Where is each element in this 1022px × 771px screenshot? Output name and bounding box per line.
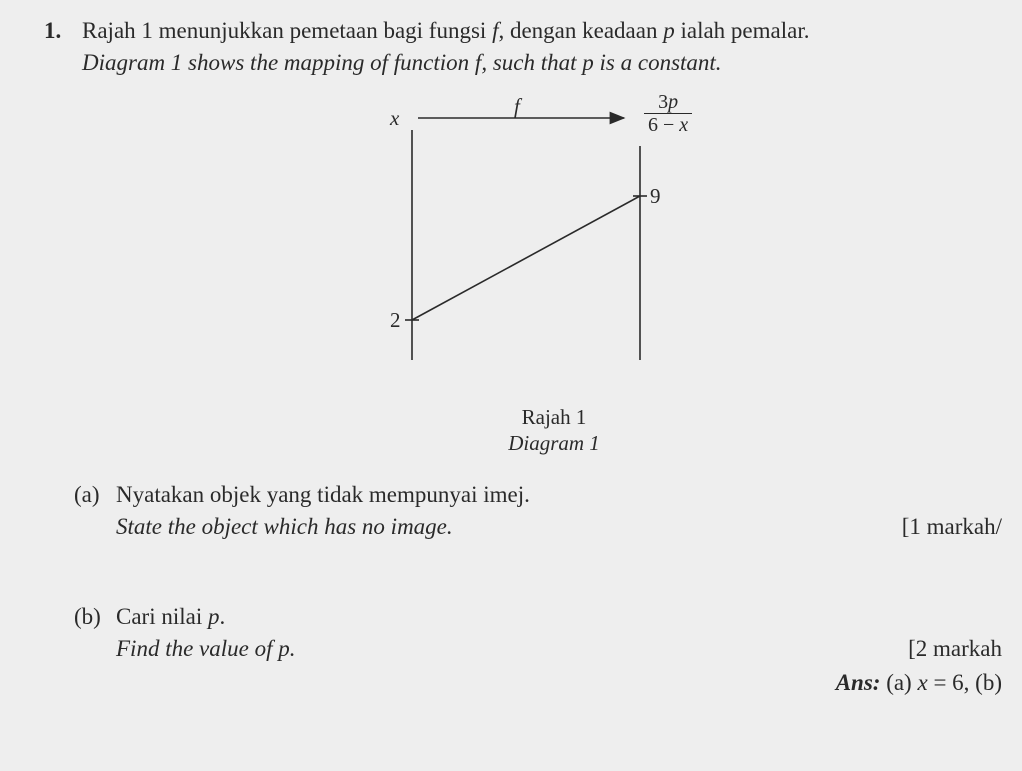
text-segment: Find the value of (116, 636, 278, 661)
diagram-svg (344, 100, 764, 400)
text-segment: . (290, 636, 296, 661)
var-p: p (208, 604, 220, 629)
var-x: x (679, 114, 688, 136)
question-number: 1. (44, 18, 61, 44)
part-a-text-ms: Nyatakan objek yang tidak mempunyai imej… (116, 482, 530, 508)
text-segment: , such that (481, 50, 582, 75)
part-a-text-en: State the object which has no image. (116, 514, 453, 540)
answer-a-eq: = (928, 670, 952, 695)
diagram-caption: Rajah 1 Diagram 1 (344, 404, 764, 457)
op-minus: − (663, 114, 674, 136)
answer-b: , (b) (964, 670, 1002, 695)
label-codomain-expr: 3p 6 − x (644, 92, 692, 135)
var-p: p (278, 636, 290, 661)
answer-line: Ans: (a) x = 6, (b) (836, 670, 1002, 696)
exam-page: 1. Rajah 1 menunjukkan pemetaan bagi fun… (0, 0, 1022, 771)
part-b-label: (b) (74, 604, 101, 630)
fraction-denominator: 6 − x (644, 114, 692, 135)
part-b-marks: [2 markah (908, 636, 1002, 662)
var-p: p (582, 50, 594, 75)
caption-en: Diagram 1 (344, 430, 764, 456)
text-segment: . (219, 604, 225, 629)
label-object-value: 2 (390, 308, 401, 333)
part-b-text-ms: Cari nilai p. (116, 604, 225, 630)
part-a-marks: [1 markah/ (902, 514, 1002, 540)
answer-a-var: x (917, 670, 927, 695)
part-b-text-en: Find the value of p. (116, 636, 296, 662)
coef: 3 (658, 91, 668, 113)
question-text-ms: Rajah 1 menunjukkan pemetaan bagi fungsi… (82, 18, 809, 44)
text-segment: Rajah 1 menunjukkan pemetaan bagi fungsi (82, 18, 492, 43)
label-x: x (390, 106, 399, 131)
text-segment: , dengan keadaan (498, 18, 663, 43)
text-segment: Diagram 1 shows the mapping of function (82, 50, 475, 75)
fraction-numerator: 3p (644, 92, 692, 114)
label-f: f (514, 94, 520, 119)
part-a-label: (a) (74, 482, 100, 508)
label-image-value: 9 (650, 184, 661, 209)
answer-label: Ans: (836, 670, 881, 695)
const: 6 (648, 114, 658, 136)
mapping-diagram: x f 3p 6 − x 2 9 (344, 100, 764, 400)
answer-a-val: 6 (952, 670, 964, 695)
text-segment: is a constant. (594, 50, 722, 75)
text-segment: Cari nilai (116, 604, 208, 629)
var-p: p (663, 18, 675, 43)
fraction: 3p 6 − x (644, 92, 692, 135)
caption-ms: Rajah 1 (344, 404, 764, 430)
text-segment: ialah pemalar. (675, 18, 810, 43)
answer-a-pre: (a) (880, 670, 917, 695)
var-p: p (668, 91, 678, 113)
question-text-en: Diagram 1 shows the mapping of function … (82, 50, 722, 76)
